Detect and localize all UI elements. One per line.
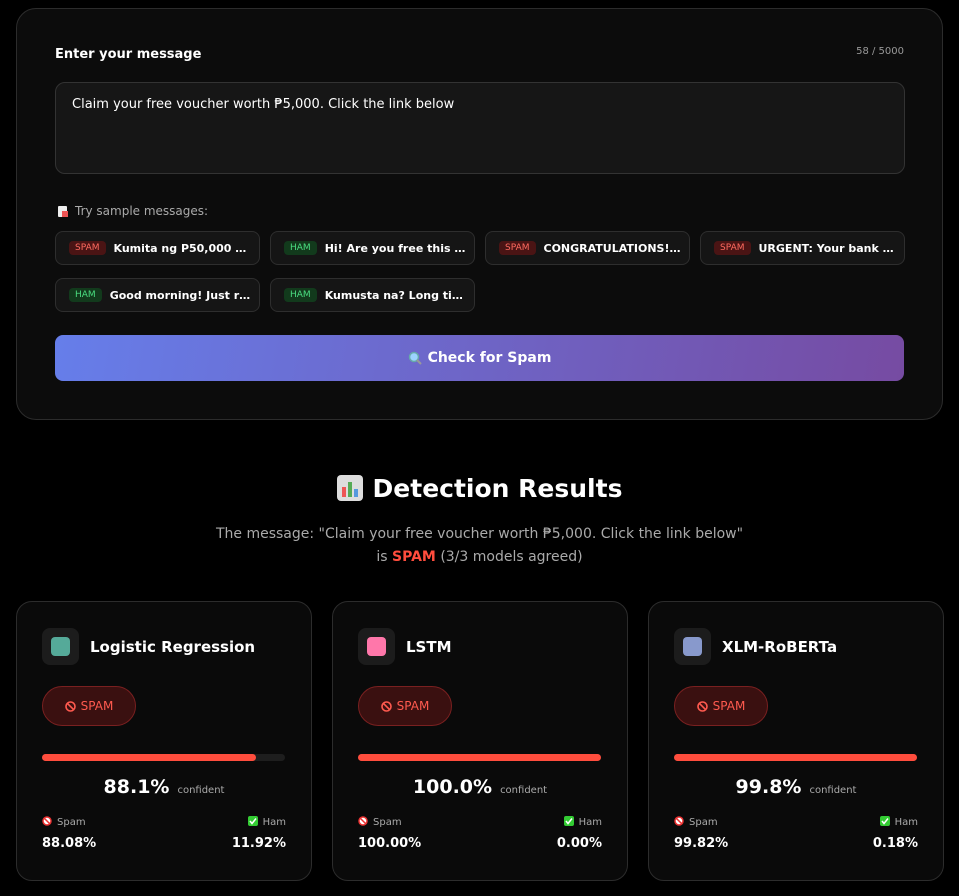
ham-label: Ham	[879, 816, 918, 828]
spam-label-text: Spam	[373, 817, 402, 828]
verdict-prefix: is	[376, 549, 388, 565]
confidence-caption: confident	[177, 785, 225, 796]
results-title: Detection Results	[0, 474, 959, 503]
sample-chip[interactable]: HAM Kumusta na? Long time ...	[270, 278, 475, 312]
confidence-value: 99.8%	[735, 776, 802, 798]
spam-label-text: Spam	[57, 817, 86, 828]
model-icon	[358, 628, 395, 665]
confidence-value: 88.1%	[103, 776, 170, 798]
check-icon	[563, 816, 574, 826]
result-message: The message: "Claim your free voucher wo…	[215, 526, 744, 542]
model-card: XLM-RoBERTa SPAM 99.8% confident Spam Ham 99.8…	[648, 601, 944, 881]
spam-value: 100.00%	[358, 836, 422, 851]
verdict-line: is SPAM (3/3 models agreed)	[0, 549, 959, 565]
sample-tag: SPAM	[499, 241, 536, 255]
badge-text: SPAM	[396, 699, 430, 713]
confidence-bar	[674, 754, 917, 761]
confidence-track	[674, 754, 917, 761]
confidence-value: 100.0%	[412, 776, 493, 798]
search-icon	[408, 351, 422, 365]
ban-icon	[696, 700, 708, 712]
sample-tag: SPAM	[69, 241, 106, 255]
sample-tag: SPAM	[714, 241, 751, 255]
sample-chip[interactable]: HAM Hi! Are you free this week...	[270, 231, 475, 265]
title-text: Detection Results	[372, 474, 623, 503]
confidence-track	[358, 754, 601, 761]
ham-value: 0.00%	[556, 836, 602, 851]
check-icon	[879, 816, 890, 826]
sample-chip[interactable]: SPAM URGENT: Your bank ac...	[700, 231, 905, 265]
ban-icon	[380, 700, 392, 712]
badge-text: SPAM	[80, 699, 114, 713]
ban-icon	[42, 816, 52, 826]
spam-label: Spam	[674, 816, 718, 828]
confidence-caption: confident	[809, 785, 857, 796]
model-badge: SPAM	[674, 686, 768, 726]
confidence: 99.8% confident	[649, 776, 943, 798]
sample-chip[interactable]: SPAM Kumita ng P50,000 daily...	[55, 231, 260, 265]
input-label: Enter your message	[55, 47, 202, 62]
model-badge: SPAM	[358, 686, 452, 726]
check-icon	[247, 816, 258, 826]
model-name: XLM-RoBERTa	[722, 638, 838, 656]
confidence: 88.1% confident	[17, 776, 311, 798]
model-icon	[674, 628, 711, 665]
sample-chip[interactable]: SPAM CONGRATULATIONS! ...	[485, 231, 690, 265]
model-icon	[42, 628, 79, 665]
ham-label-text: Ham	[578, 817, 602, 828]
spam-value: 88.08%	[42, 836, 97, 851]
sample-text: Kumusta na? Long time ...	[324, 288, 466, 302]
model-card: Logistic Regression SPAM 88.1% confident Spa…	[16, 601, 312, 881]
ban-icon	[64, 700, 76, 712]
verdict: SPAM	[392, 549, 436, 565]
ham-label: Ham	[563, 816, 602, 828]
confidence-bar	[42, 754, 257, 761]
ham-value: 11.92%	[231, 836, 286, 851]
samples-heading: Try sample messages:	[75, 204, 209, 218]
model-name: Logistic Regression	[90, 638, 256, 656]
confidence-track	[42, 754, 285, 761]
confidence: 100.0% confident	[333, 776, 627, 798]
ham-value: 0.18%	[872, 836, 918, 851]
spam-value: 99.82%	[674, 836, 729, 851]
sample-tag: HAM	[284, 241, 317, 255]
spam-label-text: Spam	[689, 817, 718, 828]
sample-text: URGENT: Your bank ac...	[758, 241, 897, 255]
confidence-caption: confident	[500, 785, 548, 796]
message-input[interactable]: Claim your free voucher worth ₱5,000. Cl…	[55, 82, 905, 174]
ban-icon	[674, 816, 684, 826]
sample-chip[interactable]: HAM Good morning! Just remi...	[55, 278, 260, 312]
sample-tag: HAM	[69, 288, 102, 302]
ham-label: Ham	[247, 816, 286, 828]
model-card: LSTM SPAM 100.0% confident Spam Ham 100.00% 0.0…	[332, 601, 628, 881]
ham-label-text: Ham	[894, 817, 918, 828]
badge-text: SPAM	[712, 699, 746, 713]
memo-icon	[58, 206, 68, 217]
check-button[interactable]: Check for Spam	[55, 335, 904, 381]
model-badge: SPAM	[42, 686, 136, 726]
ban-icon	[358, 816, 368, 826]
sample-text: Good morning! Just remi...	[109, 288, 251, 302]
sample-text: Kumita ng P50,000 daily...	[113, 241, 252, 255]
char-counter: 58 / 5000	[856, 46, 904, 57]
verdict-note: (3/3 models agreed)	[440, 549, 583, 565]
button-label: Check for Spam	[427, 350, 552, 366]
spam-label: Spam	[358, 816, 402, 828]
ham-label-text: Ham	[262, 817, 286, 828]
chart-icon	[336, 475, 363, 501]
sample-tag: HAM	[284, 288, 317, 302]
confidence-bar	[358, 754, 601, 761]
sample-text: Hi! Are you free this week...	[324, 241, 466, 255]
spam-label: Spam	[42, 816, 86, 828]
sample-text: CONGRATULATIONS! ...	[543, 241, 682, 255]
model-name: LSTM	[406, 638, 452, 656]
